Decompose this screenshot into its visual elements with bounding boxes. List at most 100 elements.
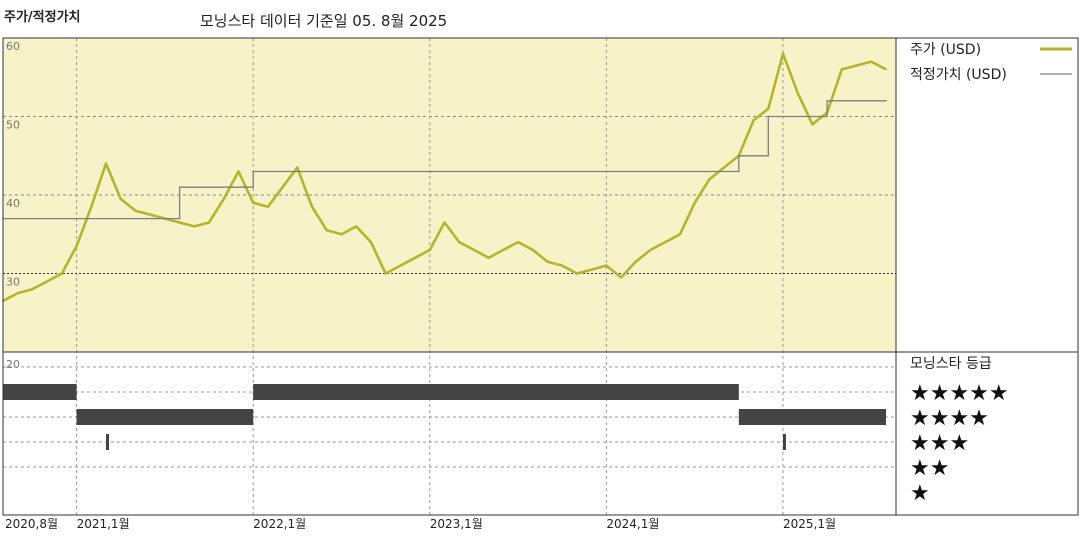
- price-point: [281, 186, 284, 188]
- price-point: [693, 202, 696, 204]
- price-point: [576, 272, 578, 275]
- price-point: [414, 257, 416, 259]
- price-point: [325, 229, 328, 232]
- fair-value-point: [767, 154, 770, 157]
- chart-title: 주가/적정가치: [4, 10, 81, 25]
- y-tick-label: 20: [6, 358, 20, 371]
- price-point: [399, 264, 402, 267]
- price-point: [752, 119, 755, 122]
- price-point: [428, 249, 431, 251]
- rating-bar: [253, 384, 739, 400]
- price-point: [605, 264, 608, 267]
- price-point: [208, 221, 210, 224]
- price-point: [517, 241, 519, 243]
- price-point: [782, 52, 784, 55]
- price-point: [620, 276, 622, 279]
- rating-bar: [738, 409, 886, 425]
- rating-bar: [3, 384, 77, 400]
- price-point: [649, 249, 652, 251]
- fair-value-point: [178, 217, 181, 220]
- price-point: [46, 280, 48, 283]
- fair-value-point: [826, 115, 828, 118]
- fair-value-point: [252, 170, 254, 173]
- legend-fair-label: 적정가치 (USD): [910, 67, 1007, 83]
- price-point: [384, 272, 387, 275]
- price-point: [443, 221, 446, 224]
- legend-star-row: ★★★★★: [910, 381, 1009, 406]
- legend-star-row: ★: [910, 481, 930, 506]
- rating-bar: [76, 409, 254, 425]
- fair-value-point: [178, 186, 181, 188]
- price-point: [723, 166, 725, 169]
- price-point: [561, 264, 564, 267]
- rating-bars: [3, 384, 886, 450]
- price-point: [16, 292, 19, 294]
- price-point: [885, 68, 887, 71]
- price-point: [134, 209, 137, 212]
- price-point: [237, 170, 240, 173]
- fair-value-point: [738, 170, 740, 173]
- price-point: [767, 107, 770, 110]
- price-point: [340, 233, 343, 236]
- price-point: [178, 221, 181, 224]
- fair-value-point: [767, 115, 770, 118]
- price-point: [296, 166, 299, 169]
- fair-value-point: [252, 186, 254, 188]
- fair-value-point: [738, 154, 740, 157]
- price-point: [635, 260, 637, 263]
- price-point: [679, 233, 681, 236]
- price-point: [811, 123, 814, 126]
- x-axis-ticks: 2020,8월 2021,1월 2022,1월 2023,1월 2024,1월 2025,…: [5, 517, 836, 531]
- y-tick-label: 60: [6, 40, 20, 53]
- price-point: [267, 205, 269, 208]
- price-point: [473, 249, 475, 251]
- price-point: [31, 288, 34, 291]
- legend-rating-title: 모닝스타 등급: [910, 356, 992, 372]
- y-tick-label: 30: [6, 276, 20, 289]
- price-point: [355, 225, 358, 228]
- price-point: [105, 162, 107, 165]
- y-axis-ticks: 20 30 40 50 60: [6, 40, 20, 371]
- price-point: [311, 205, 313, 208]
- legend-price-label: 주가 (USD): [910, 42, 981, 58]
- price-point: [870, 60, 873, 63]
- price-point: [502, 249, 505, 251]
- price-point: [590, 268, 593, 271]
- price-point: [149, 213, 151, 216]
- y-tick-label: 40: [6, 197, 20, 210]
- price-point: [708, 178, 711, 181]
- price-point: [796, 92, 799, 94]
- price-point: [90, 205, 93, 208]
- series-group: [2, 52, 887, 303]
- price-point: [546, 260, 549, 263]
- x-tick-label: 2023,1월: [430, 517, 483, 531]
- x-tick-label: 2022,1월: [253, 517, 306, 531]
- x-tick-label: 2024,1월: [606, 517, 659, 531]
- legend-star-rows: ★★★★★★★★★★★★★★★: [910, 381, 1009, 506]
- data-date-subtitle: 모닝스타 데이터 기준일 05. 8월 2025: [200, 12, 448, 30]
- fair-value-point: [885, 100, 887, 102]
- chart-frame: [2, 37, 1079, 516]
- y-tick-label: 50: [6, 119, 20, 132]
- rating-bar: [106, 434, 110, 450]
- price-point: [75, 245, 78, 247]
- price-point: [252, 202, 254, 204]
- price-point: [664, 241, 667, 243]
- price-point: [119, 198, 122, 200]
- rating-bar: [782, 434, 786, 450]
- legend-star-row: ★★★★: [910, 406, 989, 431]
- x-tick-label: 2021,1월: [77, 517, 130, 531]
- price-point: [222, 198, 225, 200]
- fair-value-point: [826, 100, 828, 102]
- legend-star-row: ★★★: [910, 431, 969, 456]
- price-point: [193, 225, 196, 228]
- x-tick-label: 2025,1월: [783, 517, 836, 531]
- price-point: [487, 257, 490, 259]
- price-point: [458, 241, 461, 243]
- price-point: [61, 272, 63, 275]
- price-point: [532, 249, 534, 251]
- fair-value-line: [3, 100, 886, 220]
- price-point: [855, 64, 858, 67]
- price-point: [841, 68, 843, 71]
